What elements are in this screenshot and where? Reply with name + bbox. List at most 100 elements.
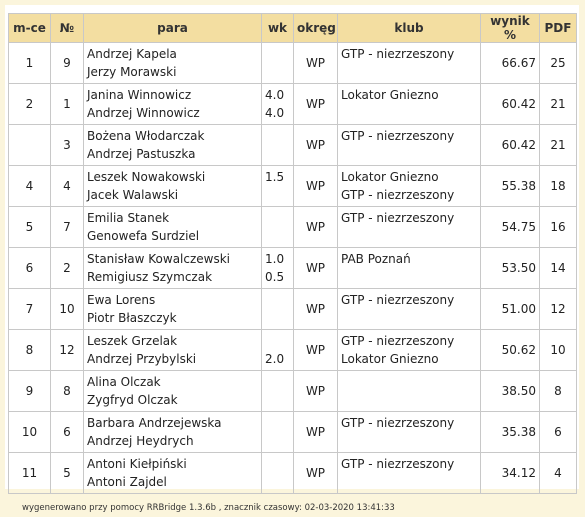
wk-cell: 4.0 4.0 [261,83,294,125]
pair-line-2: Piotr Błaszczyk [87,311,177,325]
pair-cell: Antoni Kiełpiński Antoni Zajdel [83,452,262,494]
wk-line-2 [265,186,290,204]
pair-line-1: Alina Olczak [87,375,161,389]
club-cell: PAB Poznań [337,247,481,289]
pair-line-1: Stanisław Kowalczewski [87,252,231,266]
header-wk: wk [261,13,294,43]
club-line-2: Lokator Gniezno [341,352,439,366]
header-score: wynik % [480,13,540,43]
club-cell: GTP - niezrzeszony [337,288,481,330]
region-cell: WP [293,329,338,371]
pair-line-2: Andrzej Heydrych [87,434,194,448]
number-cell: 9 [50,42,84,84]
number-cell: 3 [50,124,84,166]
club-line-2 [341,63,477,81]
header-club: klub [337,13,481,43]
pair-line-2: Remigiusz Szymczak [87,270,213,284]
wk-cell [261,288,294,330]
pair-line-2: Jacek Walawski [87,188,179,202]
club-line-1: PAB Poznań [341,252,411,266]
number-cell: 10 [50,288,84,330]
wk-cell [261,370,294,412]
table-row: 4 4 Leszek Nowakowski Jacek Walawski 1.5 WP L… [8,165,577,207]
place-cell: 9 [8,370,51,412]
number-cell: 5 [50,452,84,494]
wk-line-2 [265,145,290,163]
pair-cell: Alina Olczak Zygfryd Olczak [83,370,262,412]
pair-cell: Emilia Stanek Genowefa Surdziel [83,206,262,248]
score-cell: 60.42 [480,83,540,125]
wk-line-1 [265,209,290,227]
region-cell: WP [293,83,338,125]
club-line-2 [341,309,477,327]
wk-line-2: 4.0 [265,106,285,120]
pair-line-1: Janina Winnowicz [87,88,192,102]
region-cell: WP [293,452,338,494]
header-region: okręg [293,13,338,43]
pair-cell: Leszek Nowakowski Jacek Walawski [83,165,262,207]
place-cell: 5 [8,206,51,248]
club-cell: GTP - niezrzeszony [337,206,481,248]
pair-line-1: Andrzej Kapela [87,47,177,61]
place-cell: 10 [8,411,51,453]
pdf-cell: 25 [539,42,577,84]
wk-line-1 [265,45,290,63]
pair-line-2: Andrzej Pastuszka [87,147,196,161]
place-cell: 7 [8,288,51,330]
region-cell: WP [293,165,338,207]
club-line-1: GTP - niezrzeszony [341,47,455,61]
wk-cell: 2.0 [261,329,294,371]
club-line-1 [341,373,477,391]
pdf-cell: 12 [539,288,577,330]
region-cell: WP [293,206,338,248]
wk-line-1 [265,414,290,432]
wk-line-2: 2.0 [265,352,285,366]
pair-cell: Leszek Grzelak Andrzej Przybylski [83,329,262,371]
club-line-2 [341,227,477,245]
wk-cell [261,411,294,453]
pair-cell: Ewa Lorens Piotr Błaszczyk [83,288,262,330]
region-cell: WP [293,124,338,166]
header-number: № [50,13,84,43]
pdf-cell: 21 [539,83,577,125]
score-cell: 51.00 [480,288,540,330]
club-line-1: GTP - niezrzeszony [341,457,455,471]
wk-line-1: 4.0 [265,88,285,102]
wk-line-1 [265,455,290,473]
wk-cell [261,42,294,84]
region-cell: WP [293,370,338,412]
wk-cell: 1.5 [261,165,294,207]
club-cell: Lokator Gniezno GTP - niezrzeszony [337,165,481,207]
table-row: 9 8 Alina Olczak Zygfryd Olczak WP 38.50 8 [8,370,577,412]
pdf-cell: 10 [539,329,577,371]
place-cell [8,124,51,166]
club-line-1: GTP - niezrzeszony [341,129,455,143]
score-cell: 38.50 [480,370,540,412]
score-cell: 66.67 [480,42,540,84]
pair-cell: Barbara Andrzejewska Andrzej Heydrych [83,411,262,453]
club-line-1: Lokator Gniezno [341,170,439,184]
score-cell: 60.42 [480,124,540,166]
wk-line-2: 0.5 [265,270,285,284]
club-cell: GTP - niezrzeszony [337,42,481,84]
pdf-cell: 18 [539,165,577,207]
club-cell: GTP - niezrzeszony [337,452,481,494]
club-line-2 [341,145,477,163]
table-row: 6 2 Stanisław Kowalczewski Remigiusz Szymcz… [8,247,577,289]
wk-line-2 [265,432,290,450]
pdf-cell: 8 [539,370,577,412]
header-row: m-ce № para wk okręg klub wynik % PDF [8,13,577,43]
table-row: 8 12 Leszek Grzelak Andrzej Przybylski 2.0 W… [8,329,577,371]
wk-line-2 [265,309,290,327]
wk-cell [261,452,294,494]
wk-line-1 [265,291,290,309]
pair-line-2: Antoni Zajdel [87,475,167,489]
pair-line-2: Zygfryd Olczak [87,393,178,407]
number-cell: 7 [50,206,84,248]
pdf-cell: 6 [539,411,577,453]
place-cell: 4 [8,165,51,207]
wk-line-1 [265,332,290,350]
table-row: 10 6 Barbara Andrzejewska Andrzej Heydrych … [8,411,577,453]
club-line-1: GTP - niezrzeszony [341,416,455,430]
